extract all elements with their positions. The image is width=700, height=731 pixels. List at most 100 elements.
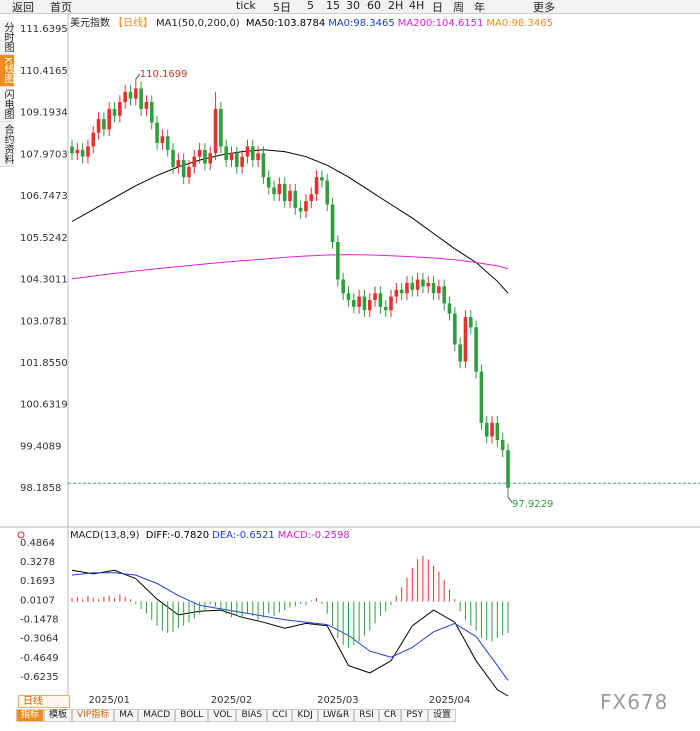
toolbar-item[interactable]: 60 xyxy=(367,0,381,12)
candle-body xyxy=(288,190,292,202)
y-tick-label: 99.4089 xyxy=(20,441,61,452)
candle-body xyxy=(362,296,367,311)
candle-body xyxy=(320,177,324,181)
y-tick-label: 100.6319 xyxy=(20,400,68,411)
footer-button[interactable]: VOL xyxy=(208,709,237,722)
candle-body xyxy=(112,108,117,116)
footer-button[interactable]: MA xyxy=(114,709,139,722)
candle-body xyxy=(490,422,494,437)
candle-body xyxy=(192,156,197,167)
candle-body xyxy=(389,296,393,311)
candle-body xyxy=(421,279,425,287)
toolbar-item[interactable]: 5 xyxy=(307,0,314,12)
footer-button[interactable]: VIP指标 xyxy=(72,709,115,722)
candle-body xyxy=(75,149,80,154)
candle-body xyxy=(458,344,462,362)
y-tick-label: 0.0107 xyxy=(20,595,55,606)
footer-button[interactable]: PSY xyxy=(401,709,429,722)
toolbar-item[interactable]: 15 xyxy=(326,0,340,12)
footer-button[interactable]: BOLL xyxy=(175,709,209,722)
candle-body xyxy=(410,282,415,290)
footer-button[interactable]: 模板 xyxy=(44,709,73,722)
annotation: 97.9229 xyxy=(512,499,553,510)
candle-body xyxy=(181,160,186,178)
candle-body xyxy=(176,160,181,167)
y-tick-label: 106.7473 xyxy=(20,191,68,202)
footer-button[interactable]: LW&R xyxy=(317,709,355,722)
candle-body xyxy=(102,119,106,130)
sidebar-tab[interactable]: K线图 xyxy=(0,55,14,87)
legend-entry: MA50:103.8784 xyxy=(245,18,326,29)
footer-button[interactable]: CR xyxy=(378,709,402,722)
candle-body xyxy=(245,146,250,157)
sidebar-tab[interactable]: 合约资料 xyxy=(0,121,14,167)
toolbar-item[interactable]: 更多 xyxy=(533,1,555,14)
watermark: FX678 xyxy=(600,690,669,714)
toolbar: 返回 首页 tick 5日 5 15 30 60 2H 4H 日 周 年 更多 xyxy=(0,0,700,14)
annotation-pointer xyxy=(507,496,513,503)
candle-body xyxy=(506,450,510,488)
candle-body xyxy=(298,207,303,212)
candle-body xyxy=(213,108,218,154)
line xyxy=(71,572,509,681)
x-tick-label: 2025/02 xyxy=(211,695,253,706)
candle-body xyxy=(70,146,74,154)
candle-body xyxy=(277,183,282,195)
x-tick-label: 2025/01 xyxy=(88,695,130,706)
candle-body xyxy=(144,102,149,109)
y-tick-label: -0.1478 xyxy=(20,614,59,625)
sidebar-tab[interactable]: 闪电图 xyxy=(0,86,14,122)
candle-body xyxy=(405,282,409,294)
candle-body xyxy=(250,146,255,161)
sidebar-tab[interactable]: 分时图 xyxy=(0,20,14,55)
period: 【日线】 xyxy=(113,18,153,29)
candle-body xyxy=(261,153,266,178)
candle-body xyxy=(86,146,90,157)
toolbar-item[interactable]: 30 xyxy=(346,0,360,12)
candle-body xyxy=(139,88,143,109)
y-tick-label: 110.4165 xyxy=(20,66,68,77)
footer-button[interactable]: 设置 xyxy=(428,709,457,722)
toolbar-item[interactable]: 日 xyxy=(432,1,443,14)
candle-body xyxy=(266,177,271,188)
legend-entry: MACD:-0.2598 xyxy=(277,530,350,541)
candle-body xyxy=(91,132,96,147)
footer-button[interactable]: KDJ xyxy=(292,709,318,722)
candle-body xyxy=(453,313,457,345)
toolbar-item[interactable]: 年 xyxy=(474,1,485,14)
candle-body xyxy=(197,149,202,157)
candle-body xyxy=(442,286,446,304)
candle-body xyxy=(229,153,234,161)
toolbar-item[interactable]: 周 xyxy=(453,1,464,14)
footer-button[interactable]: 指标 xyxy=(16,709,45,722)
indicator: MA1(50,0,200,0) xyxy=(156,18,240,29)
candle-body xyxy=(474,327,478,372)
toolbar-item[interactable]: 4H xyxy=(409,0,425,12)
x-tick-label: 2025/03 xyxy=(317,695,359,706)
candle-body xyxy=(240,156,244,167)
toolbar-item[interactable]: 2H xyxy=(388,0,404,12)
candle-body xyxy=(373,293,377,301)
candle-body xyxy=(479,371,484,423)
footer-button[interactable]: CCI xyxy=(267,709,293,722)
annotation-pointer xyxy=(135,73,141,80)
legend-entry: DEA:-0.6521 xyxy=(212,530,275,541)
candle-body xyxy=(426,282,431,287)
y-tick-label: -0.4649 xyxy=(20,653,59,664)
candle-body xyxy=(171,149,175,167)
toolbar-item[interactable]: 返回 xyxy=(12,1,34,14)
candle-body xyxy=(383,306,388,311)
period-button[interactable]: 日线 xyxy=(18,695,70,708)
toolbar-item[interactable]: 5日 xyxy=(273,1,291,14)
macd-icon xyxy=(17,531,25,539)
candle-body xyxy=(484,422,489,437)
footer-button[interactable]: BIAS xyxy=(236,709,268,722)
footer-button[interactable]: RSI xyxy=(354,709,379,722)
toolbar-item[interactable]: tick xyxy=(236,0,256,12)
footer-button[interactable]: MACD xyxy=(138,709,176,722)
candle-body xyxy=(293,190,298,208)
toolbar-item[interactable]: 首页 xyxy=(50,1,72,14)
candle-body xyxy=(357,296,361,307)
legend-entry: DIFF:-0.7820 xyxy=(145,530,210,541)
